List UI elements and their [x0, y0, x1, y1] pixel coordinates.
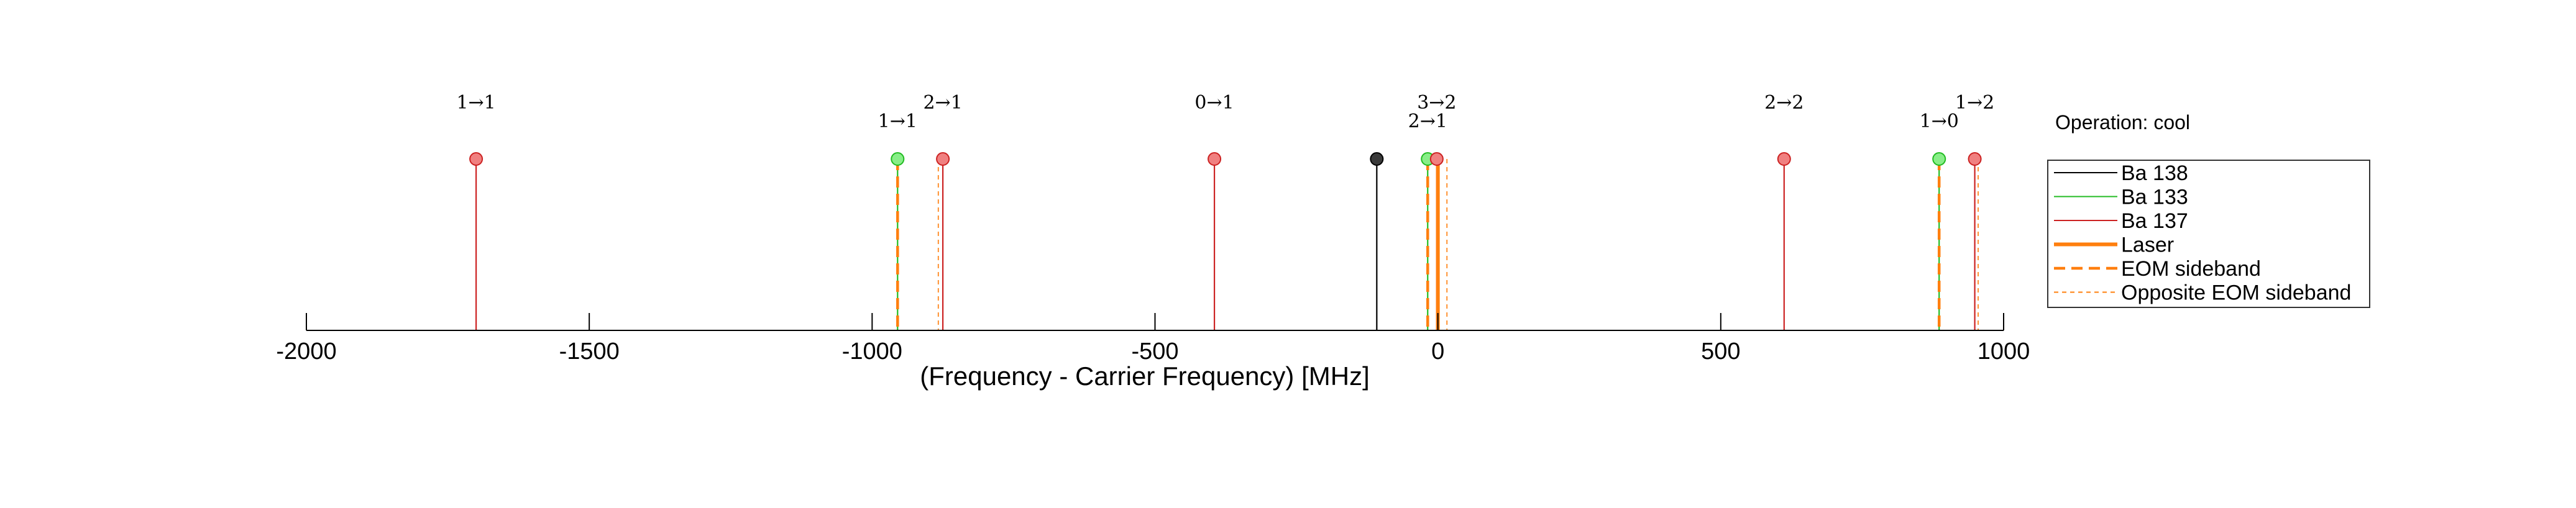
x-tick-label: 500 [1701, 338, 1740, 365]
x-tick-label: -500 [1131, 338, 1178, 365]
legend-label: Ba 133 [2121, 186, 2188, 209]
transition-label: 0→1 [1194, 92, 1234, 114]
transition-label: 2→1 [923, 92, 962, 114]
stems-layer [475, 159, 1976, 330]
x-axis: -2000 -1500 -1000 -500 0 500 1000 [276, 313, 2030, 365]
stem-marker [469, 152, 484, 166]
x-tick-label: 0 [1431, 338, 1444, 365]
x-tick-label: 1000 [1978, 338, 2030, 365]
transition-label: 1→2 [1955, 92, 1994, 114]
transition-label: 1→1 [456, 92, 495, 114]
legend-label: Ba 137 [2121, 209, 2188, 233]
x-axis-title: (Frequency - Carrier Frequency) [MHz] [920, 361, 1370, 391]
operation-label: Operation: cool [2055, 111, 2190, 134]
legend-label: Ba 138 [2121, 161, 2188, 185]
legend-label: Opposite EOM sideband [2121, 281, 2351, 305]
transition-label: 1→1 [878, 111, 917, 132]
stem-marker [936, 152, 950, 166]
transition-label: 1→0 [1920, 111, 1959, 132]
legend-label: Laser [2121, 234, 2174, 257]
stem-marker [1932, 152, 1946, 166]
stem-marker [1208, 152, 1222, 166]
transition-label: 2→1 [1408, 111, 1447, 132]
stem-marker [1968, 152, 1982, 166]
x-tick-label: -1000 [842, 338, 902, 365]
x-tick-label: -2000 [276, 338, 336, 365]
stem-marker [1429, 152, 1444, 166]
laser-lines-layer [896, 159, 1979, 330]
legend-box [2047, 160, 2370, 308]
stem-marker [891, 152, 905, 166]
x-tick-label: -1500 [559, 338, 620, 365]
stem-marker [1370, 152, 1384, 166]
transition-label: 3→2 [1417, 92, 1456, 114]
markers-layer: 1→11→12→1 0→12→13→2 2→21→01→2 [456, 92, 1994, 166]
stem-marker [1777, 152, 1791, 166]
transition-label: 2→2 [1764, 92, 1804, 114]
legend-label: EOM sideband [2121, 257, 2261, 281]
